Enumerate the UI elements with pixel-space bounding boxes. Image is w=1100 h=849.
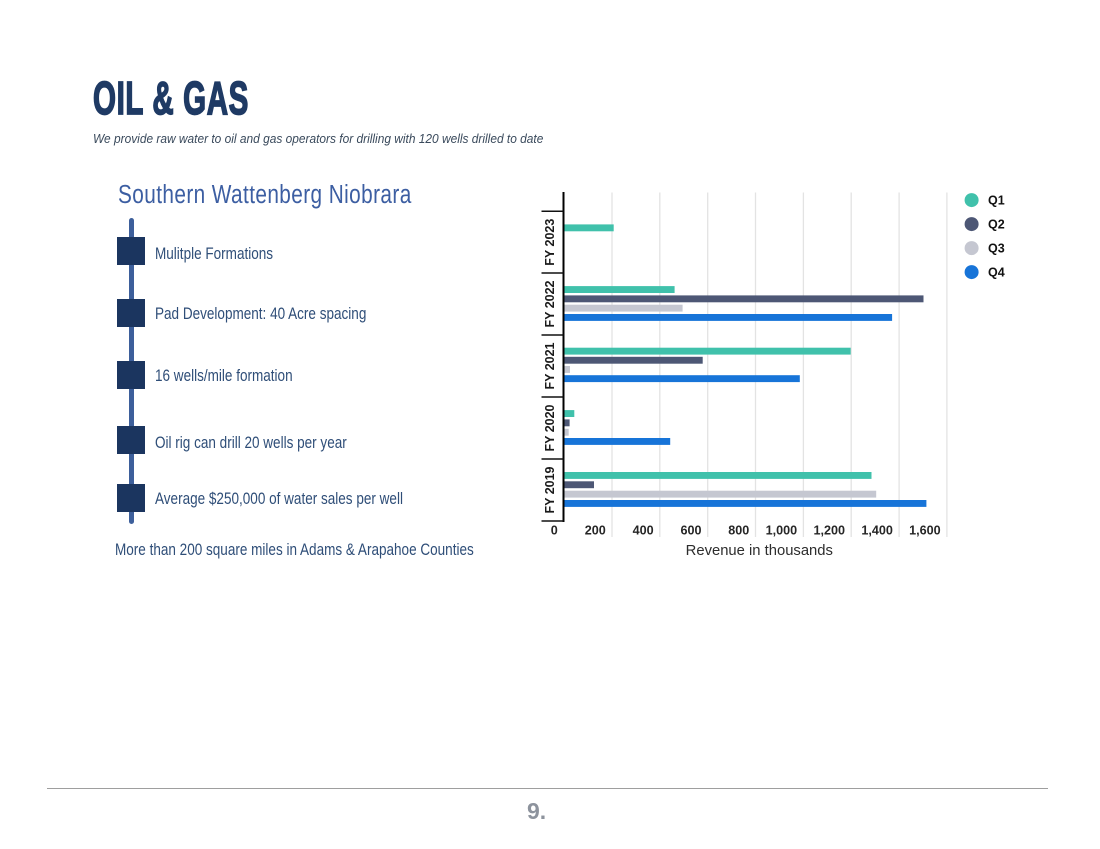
- svg-text:400: 400: [633, 524, 654, 538]
- svg-text:Q3: Q3: [988, 242, 1005, 256]
- svg-text:1,600: 1,600: [909, 524, 941, 538]
- svg-text:FY 2020: FY 2020: [543, 404, 557, 451]
- svg-text:Q1: Q1: [988, 194, 1005, 208]
- svg-text:FY 2022: FY 2022: [543, 280, 557, 327]
- svg-text:Q4: Q4: [988, 266, 1005, 280]
- svg-text:0: 0: [551, 524, 558, 538]
- svg-text:Revenue in thousands: Revenue in thousands: [686, 543, 833, 559]
- svg-text:800: 800: [728, 524, 749, 538]
- svg-text:FY 2021: FY 2021: [543, 342, 557, 389]
- svg-text:1,000: 1,000: [766, 524, 798, 538]
- svg-text:1,200: 1,200: [813, 524, 845, 538]
- svg-text:Q2: Q2: [988, 218, 1005, 232]
- svg-text:600: 600: [680, 524, 701, 538]
- svg-text:200: 200: [585, 524, 606, 538]
- svg-text:1,400: 1,400: [861, 524, 893, 538]
- svg-text:FY 2023: FY 2023: [543, 219, 557, 266]
- svg-text:FY 2019: FY 2019: [543, 466, 557, 513]
